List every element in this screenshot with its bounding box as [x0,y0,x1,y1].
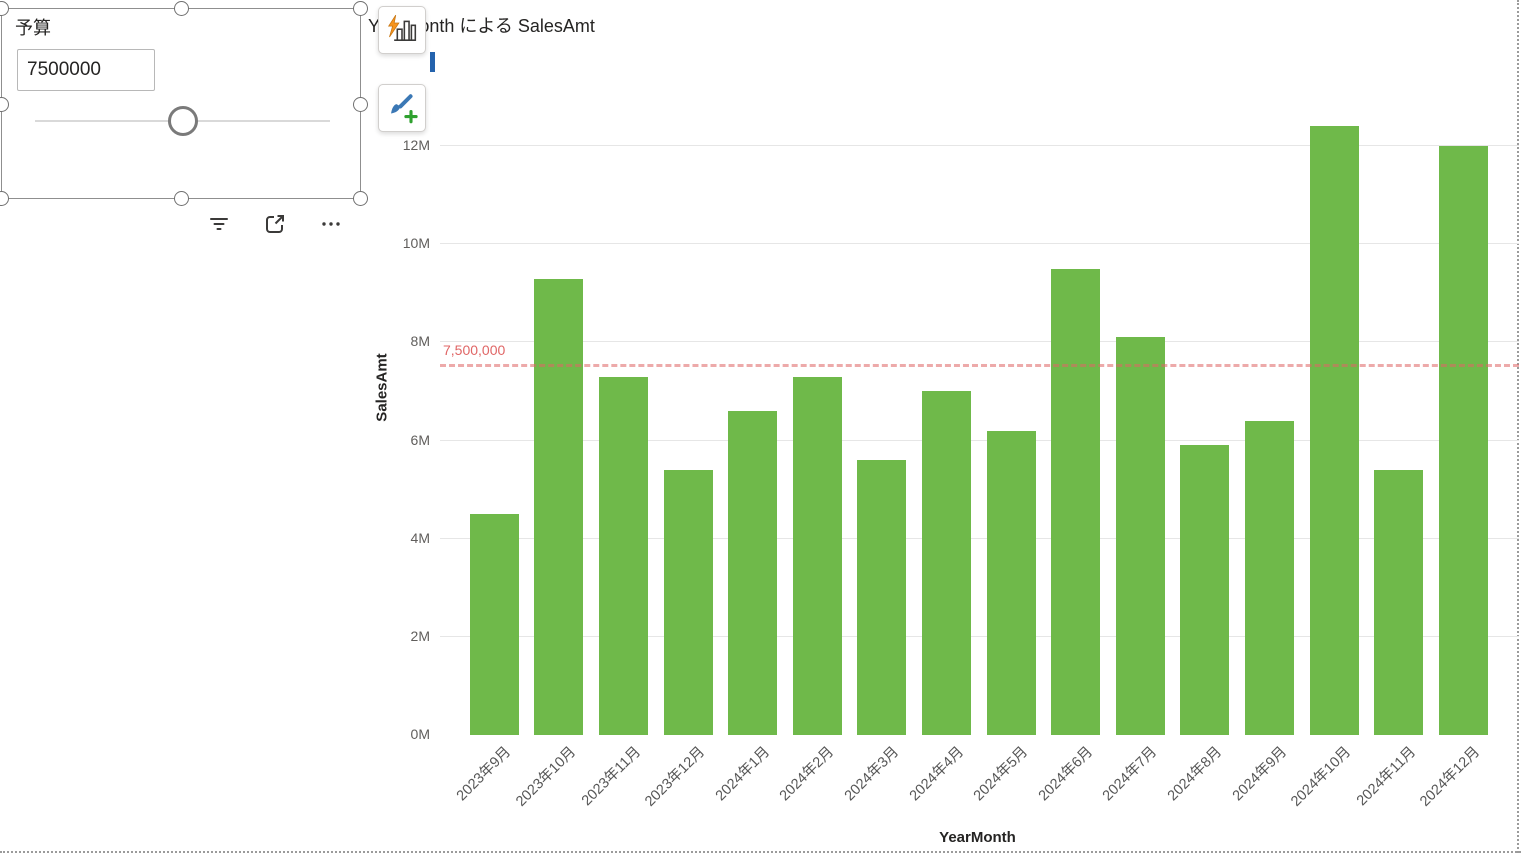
gridline [440,439,1519,441]
bar[interactable] [1115,337,1165,735]
bar[interactable] [599,376,648,735]
selection-handle[interactable] [174,191,189,206]
plot-area: 2023年9月 2023年10月 2023年11月 2023年12月 2024年1月 20… [440,97,1519,810]
gridline [440,145,1519,147]
bar[interactable] [469,514,519,735]
reference-line-label: 7,500,000 [443,342,506,358]
selection-handle[interactable] [353,1,368,16]
gridline [440,537,1519,539]
bar[interactable] [1245,420,1294,735]
y-axis-tick-label: 10M [402,235,430,252]
gridline [440,341,1519,343]
bar[interactable] [728,411,778,735]
gridline [440,243,1519,245]
chart-lightning-icon [387,14,417,41]
page-boundary-right [1517,0,1519,853]
x-axis-title: YearMonth [939,829,1016,846]
bar[interactable] [792,376,842,735]
reference-line [440,363,1519,367]
y-axis-tick-label: 6M [410,431,430,448]
filter-icon[interactable] [206,211,232,237]
selection-handle[interactable] [0,191,9,206]
y-axis-tick-label: 2M [410,627,430,644]
slider-thumb[interactable] [168,106,198,136]
selection-handle[interactable] [353,191,368,206]
slicer-value-input[interactable] [17,49,155,91]
bar[interactable] [1309,126,1359,735]
more-options-icon[interactable] [318,211,344,237]
paintbrush-plus-icon [391,94,418,124]
bar[interactable] [663,470,713,735]
bar[interactable] [986,430,1036,735]
bar[interactable] [1438,146,1488,735]
bar[interactable] [1180,445,1230,735]
y-axis-tick-label: 12M [402,137,430,154]
slicer-title: 予算 [15,18,51,38]
numeric-slicer-card[interactable]: 予算 [0,1,368,206]
y-axis-tick-label: 8M [410,333,430,350]
format-visual-button[interactable] [378,84,426,132]
selection-handle[interactable] [174,1,189,16]
y-axis-tick-label: 0M [410,726,430,742]
selection-handle[interactable] [0,96,9,112]
bar[interactable] [857,460,907,735]
text-caret [430,52,435,72]
bar[interactable] [1051,268,1101,735]
analyze-visual-button[interactable] [378,6,426,54]
bar[interactable] [922,391,971,735]
selection-handle[interactable] [353,96,368,112]
gridline [440,635,1519,637]
focus-mode-icon[interactable] [262,211,288,237]
bar[interactable] [534,278,584,735]
y-axis-tick-label: 4M [410,529,430,546]
selection-handle[interactable] [0,1,9,16]
bar[interactable] [1374,470,1424,735]
y-axis-title: SalesAmt [373,353,391,422]
page-boundary-bottom [0,851,1521,853]
